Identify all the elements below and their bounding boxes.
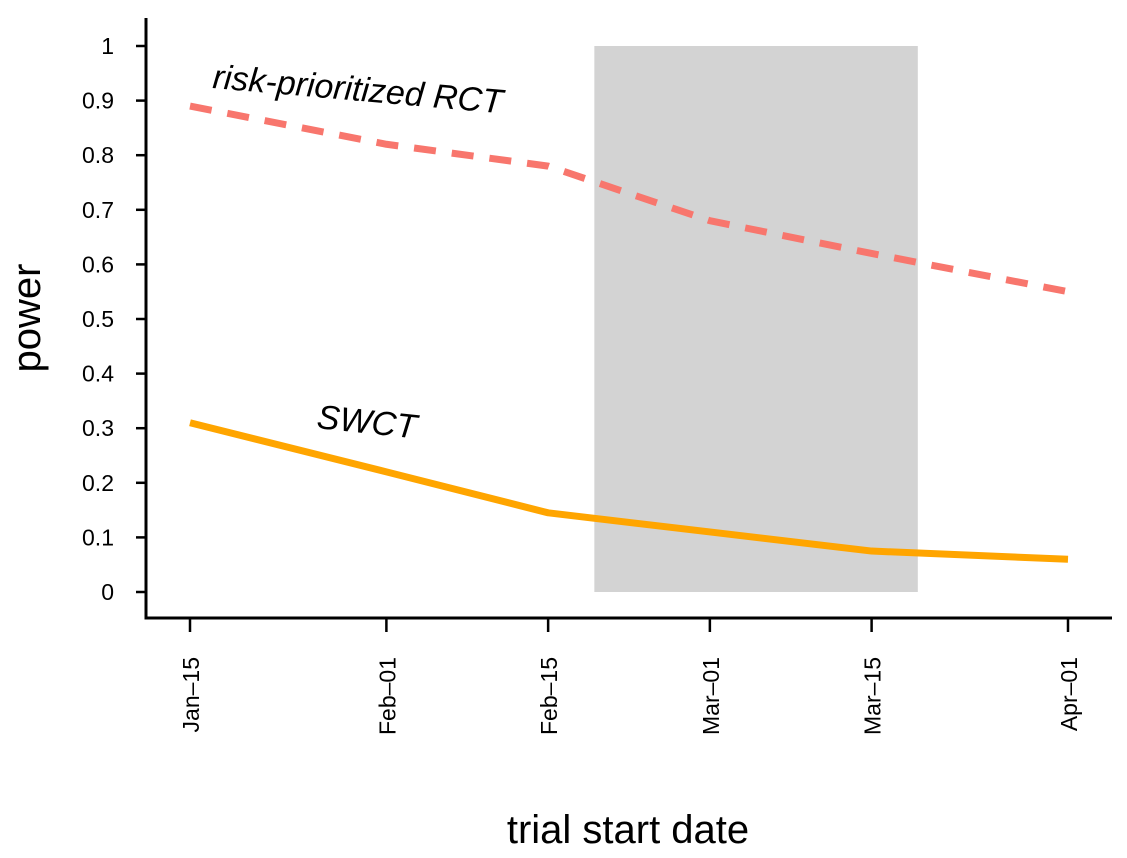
axes-layer: 0 0.1 0.2 0.3 0.4 0.5 0.6 0.7 0.8 0.9 1 Jan–15 Feb–0… [5, 18, 1112, 852]
series-label-rct: risk-prioritized RCT [211, 58, 506, 121]
x-axis-title: trial start date [507, 808, 749, 852]
series-layer [189, 102, 1069, 563]
y-tick-label: 0.1 [82, 524, 114, 550]
y-tick-label: 0.6 [82, 251, 114, 277]
x-tick-label: Apr–01 [1056, 657, 1082, 731]
shaded-region [594, 46, 918, 592]
y-tick-label: 0.9 [82, 88, 114, 114]
x-tick-label: Feb–01 [374, 657, 400, 735]
x-tick-label: Jan–15 [178, 657, 204, 732]
y-tick-label: 1 [101, 33, 114, 59]
y-tick-label: 0.4 [82, 361, 114, 387]
shaded-region-layer [594, 46, 918, 592]
y-axis-title: power [5, 264, 49, 373]
y-tick-label: 0.7 [82, 197, 114, 223]
x-tick-label: Mar–15 [860, 657, 886, 735]
series-line-1 [189, 102, 1069, 296]
label-layer: risk-prioritized RCT SWCT [211, 58, 506, 447]
y-tick-label: 0.2 [82, 470, 114, 496]
y-tick-label: 0.8 [82, 142, 114, 168]
y-tick-label: 0 [101, 579, 114, 605]
x-tick-label: Mar–01 [698, 657, 724, 735]
series-label-swct: SWCT [315, 398, 421, 446]
y-tick-label: 0.3 [82, 415, 114, 441]
x-tick-label: Feb–15 [536, 657, 562, 735]
series-line-2 [189, 419, 1069, 563]
y-tick-label: 0.5 [82, 306, 114, 332]
